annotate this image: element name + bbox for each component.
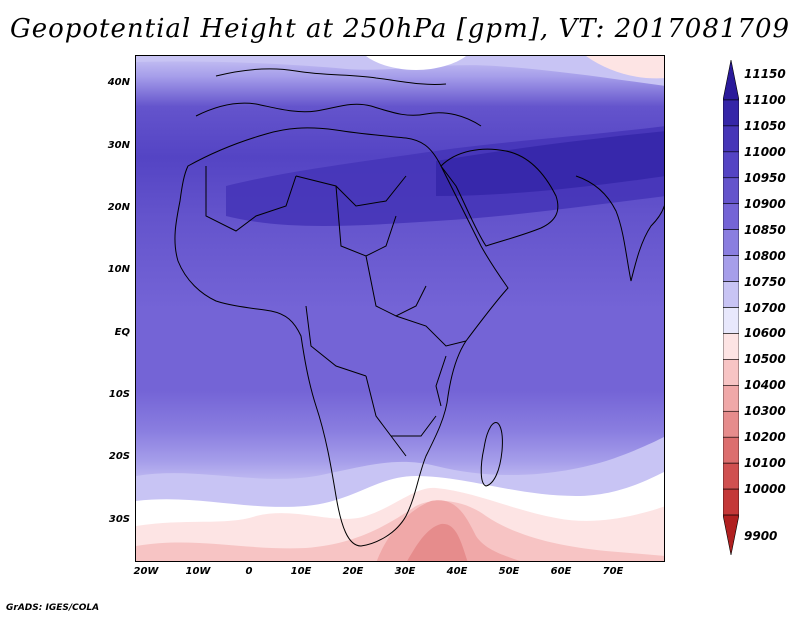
colorbar-label: 10200	[744, 430, 786, 445]
colorbar-label: 11100	[744, 92, 786, 107]
colorbar-label: 11050	[744, 118, 786, 133]
lat-label-eq: EQ	[114, 327, 130, 338]
grads-credit: GrADS: IGES/COLA	[6, 603, 100, 613]
lat-label-30s: 30S	[108, 514, 130, 525]
colorbar-label: 10600	[744, 326, 786, 341]
chart-title: Geopotential Height at 250hPa [gpm], VT:…	[9, 14, 791, 44]
colorbar-label: 10500	[744, 352, 786, 367]
colorbar-swatch	[723, 151, 739, 179]
colorbar	[723, 60, 739, 555]
colorbar-label: 11000	[744, 144, 786, 159]
lat-label-30n: 30N	[107, 140, 130, 151]
colorbar-label: 10100	[744, 456, 786, 471]
map-plot-area	[135, 55, 665, 562]
lon-label-70e: 70E	[602, 566, 624, 577]
colorbar-label: 10800	[744, 248, 786, 263]
colorbar-swatch	[723, 229, 739, 256]
colorbar-swatch	[723, 410, 739, 438]
lon-label-20e: 20E	[342, 566, 364, 577]
colorbar-swatch	[723, 359, 739, 386]
colorbar-swatch	[723, 203, 739, 230]
colorbar-label: 11150	[744, 67, 786, 81]
lat-label-10s: 10S	[108, 389, 130, 400]
colorbar-label: 10300	[744, 404, 786, 419]
colorbar-swatch	[723, 488, 739, 516]
field-band-north	[136, 56, 664, 86]
lat-label-10n: 10N	[107, 264, 130, 275]
lon-label-10e: 10E	[290, 566, 312, 577]
colorbar-label: 10850	[744, 222, 786, 237]
colorbar-swatch	[723, 462, 739, 490]
coastlines	[174, 68, 664, 547]
colorbar-swatch	[723, 385, 739, 412]
geopotential-height-field	[136, 56, 664, 561]
lon-label-20w: 20W	[133, 566, 159, 577]
field-band-high-max	[436, 131, 664, 196]
lon-label-60e: 60E	[550, 566, 572, 577]
colorbar-swatch	[723, 60, 739, 101]
colorbar-swatch	[723, 436, 739, 464]
colorbar-label: 10400	[744, 378, 786, 393]
colorbar-swatch	[723, 125, 739, 153]
colorbar-label: 9900	[744, 529, 778, 543]
lon-label-0: 0	[245, 566, 253, 577]
colorbar-swatch	[723, 307, 739, 334]
colorbar-label: 10900	[744, 196, 786, 211]
lat-label-40n: 40N	[107, 77, 130, 88]
lon-label-10w: 10W	[185, 566, 211, 577]
lat-label-20s: 20S	[108, 451, 130, 462]
colorbar-swatch	[723, 255, 739, 282]
colorbar-swatch	[723, 99, 739, 127]
colorbar-label: 10000	[744, 482, 786, 497]
colorbar-swatch	[723, 177, 739, 205]
field-band-north-white	[366, 56, 466, 70]
colorbar-swatch	[723, 514, 739, 555]
colorbar-swatch	[723, 281, 739, 308]
lat-label-20n: 20N	[107, 202, 130, 213]
field-band-northeast	[586, 56, 664, 79]
lon-label-30e: 30E	[394, 566, 416, 577]
colorbar-label: 10700	[744, 300, 786, 315]
lon-label-50e: 50E	[498, 566, 520, 577]
colorbar-label: 10950	[744, 170, 786, 185]
lon-label-40e: 40E	[446, 566, 468, 577]
colorbar-label: 10750	[744, 274, 786, 289]
field-band-south-6	[407, 523, 468, 561]
colorbar-swatch	[723, 333, 739, 360]
